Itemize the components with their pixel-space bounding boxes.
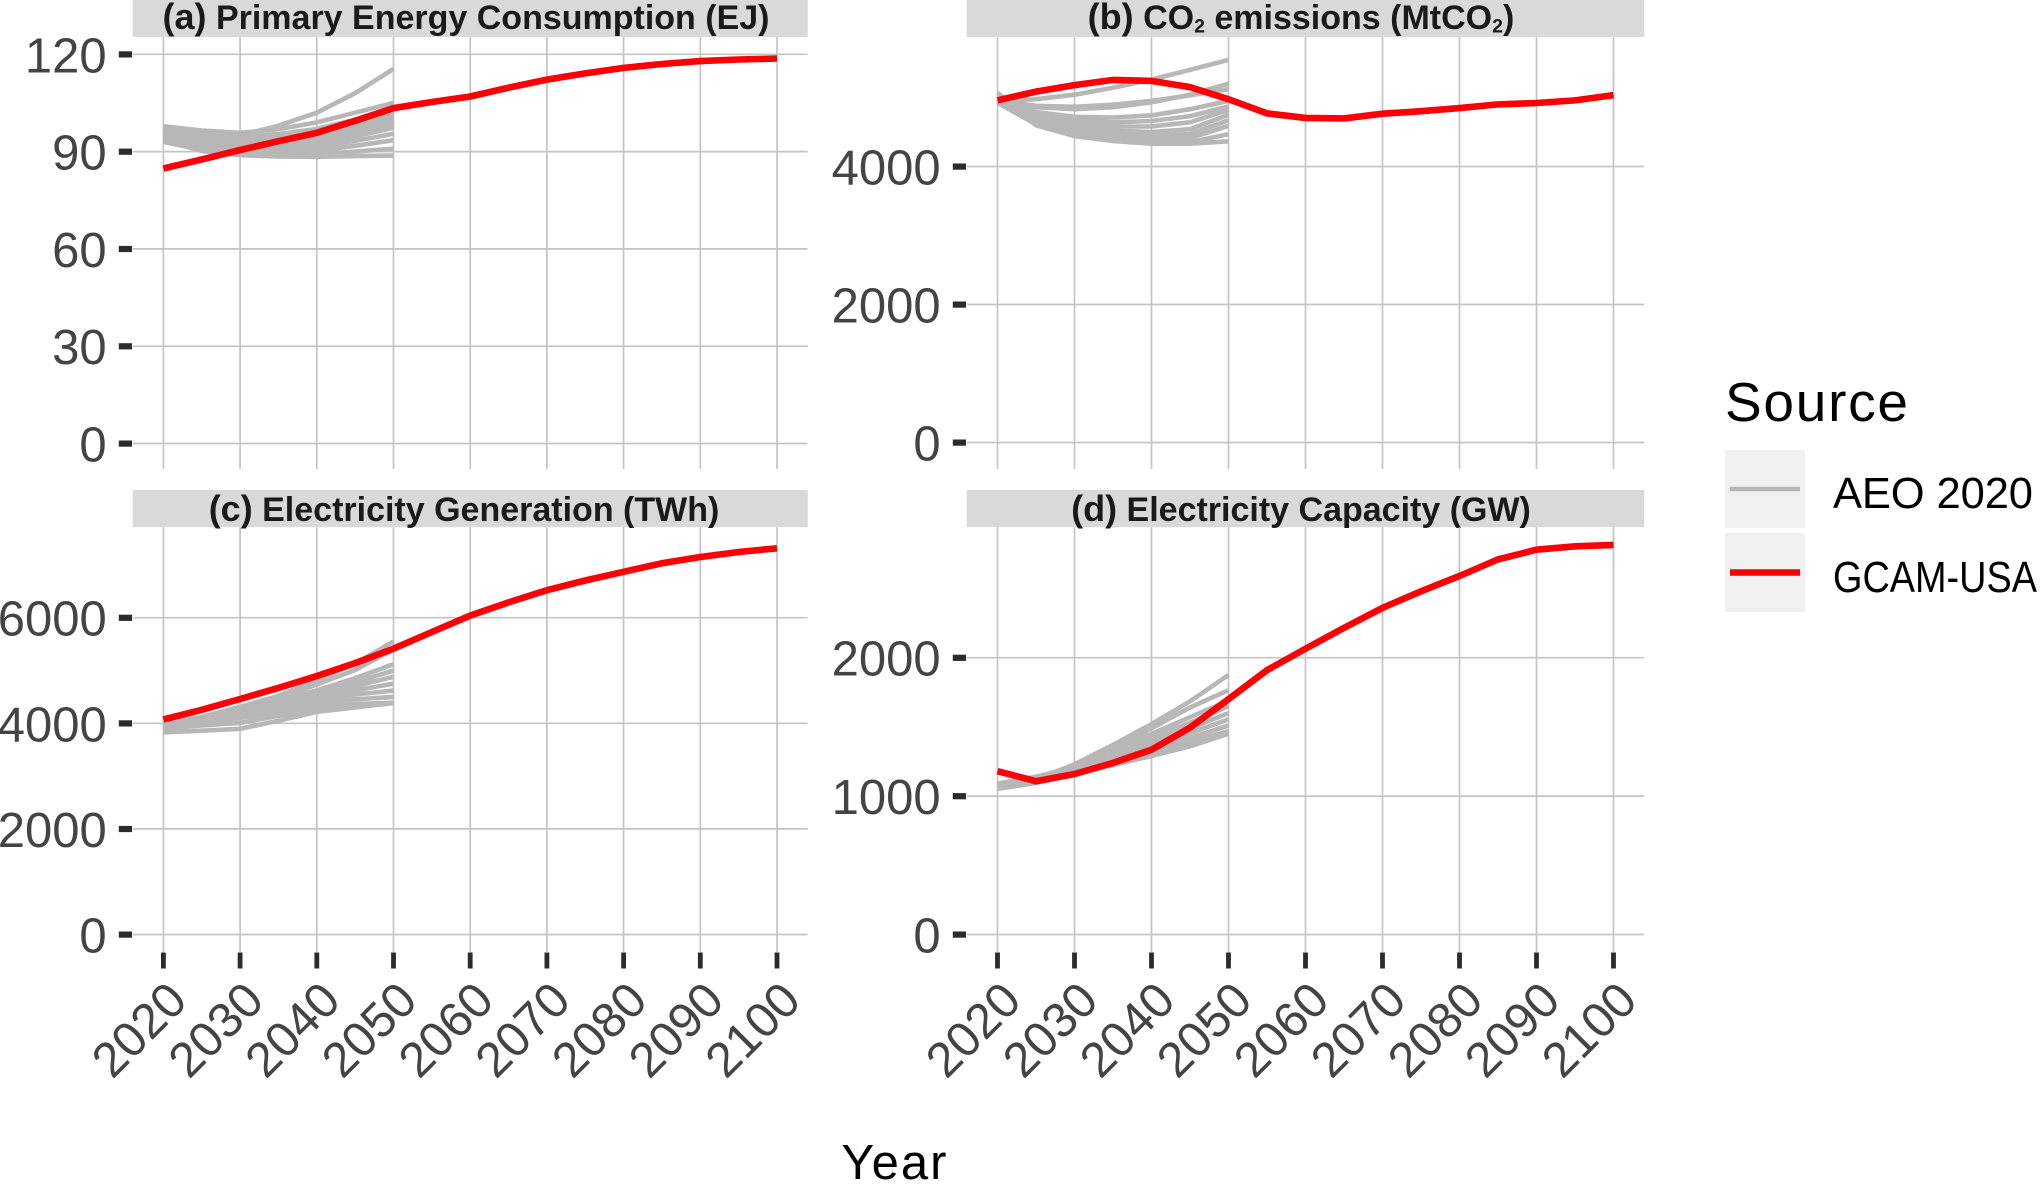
svg-text:0: 0: [79, 419, 106, 473]
svg-text:Year: Year: [842, 1136, 947, 1182]
svg-text:(b) CO2 emissions (MtCO2): (b) CO2 emissions (MtCO2): [1088, 0, 1515, 38]
svg-text:GCAM-USA: GCAM-USA: [1833, 554, 2037, 602]
svg-text:(d) Electricity Capacity (GW): (d) Electricity Capacity (GW): [1071, 488, 1531, 529]
svg-text:2000: 2000: [832, 280, 941, 334]
svg-text:120: 120: [25, 29, 107, 83]
svg-text:30: 30: [52, 321, 107, 375]
svg-text:60: 60: [52, 224, 107, 278]
svg-text:6000: 6000: [0, 593, 107, 647]
svg-text:2000: 2000: [832, 633, 941, 687]
svg-text:4000: 4000: [0, 698, 107, 752]
svg-text:0: 0: [913, 418, 940, 472]
svg-text:0: 0: [79, 910, 106, 964]
svg-text:Source: Source: [1725, 371, 1908, 433]
svg-text:1000: 1000: [832, 771, 941, 825]
svg-text:90: 90: [52, 127, 107, 181]
svg-text:0: 0: [913, 910, 940, 964]
svg-text:2000: 2000: [0, 804, 107, 858]
svg-text:4000: 4000: [832, 142, 941, 196]
svg-text:AEO 2020: AEO 2020: [1833, 470, 2033, 518]
svg-text:(c) Electricity Generation (TW: (c) Electricity Generation (TWh): [209, 488, 720, 529]
svg-text:(a) Primary Energy Consumption: (a) Primary Energy Consumption (EJ): [163, 0, 770, 37]
